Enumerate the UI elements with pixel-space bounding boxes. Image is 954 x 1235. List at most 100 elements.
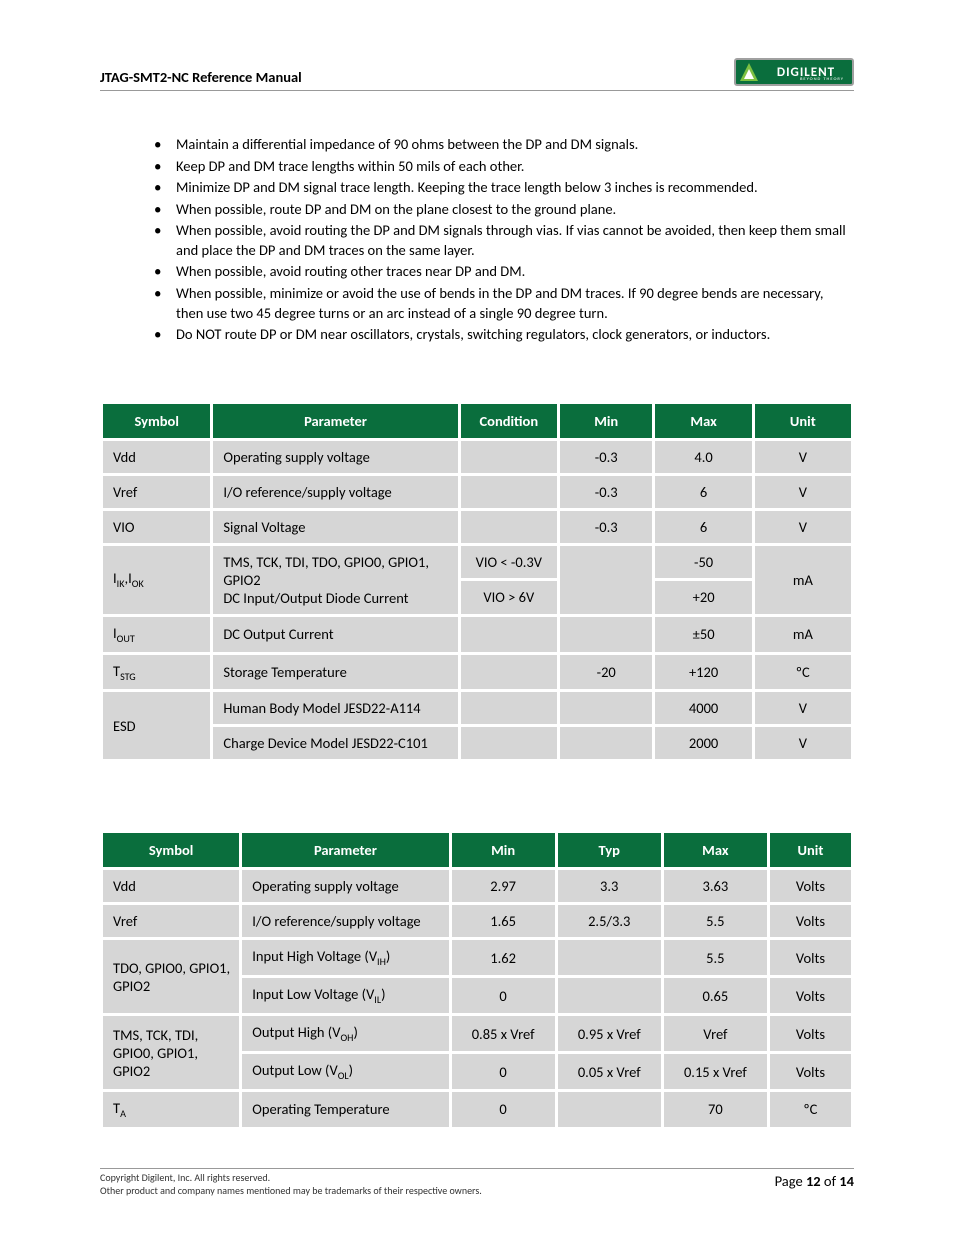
cell-cond — [461, 441, 557, 473]
table-row: TDO, GPIO0, GPIO1, GPIO2 Input High Volt… — [103, 940, 851, 975]
list-item: Do NOT route DP or DM near oscillators, … — [154, 325, 854, 345]
cell-param: Signal Voltage — [213, 511, 457, 543]
logo-triangle-icon — [740, 63, 758, 81]
cell-unit: Volts — [770, 1054, 851, 1089]
cell-symbol: IOUT — [103, 617, 210, 652]
cell-cond — [461, 655, 557, 690]
cell-unit: Volts — [770, 870, 851, 902]
cell-typ — [558, 978, 661, 1013]
cell-min: 0.85 x Vref — [452, 1016, 555, 1051]
cell-unit: V — [755, 511, 851, 543]
cell-cond: VIO > 6V — [461, 581, 557, 614]
col-header: Min — [452, 833, 555, 867]
cell-param: DC Output Current — [213, 617, 457, 652]
cell-max: 5.5 — [664, 940, 767, 975]
cell-cond: VIO < -0.3V — [461, 546, 557, 579]
cell-max: -50 — [655, 546, 751, 579]
cell-min — [560, 617, 653, 652]
cell-max: +120 — [655, 655, 751, 690]
cell-unit: V — [755, 727, 851, 759]
cell-unit: mA — [755, 617, 851, 652]
copyright: Copyright Digilent, Inc. All rights rese… — [100, 1172, 482, 1185]
cell-param: Charge Device Model JESD22-C101 — [213, 727, 457, 759]
cell-max: 6 — [655, 476, 751, 508]
cell-param: I/O reference/supply voltage — [242, 905, 448, 937]
cell-min: -20 — [560, 655, 653, 690]
cell-typ — [558, 940, 661, 975]
cell-symbol: Vref — [103, 905, 239, 937]
list-item: Keep DP and DM trace lengths within 50 m… — [154, 157, 854, 177]
logo-subtext: BEYOND THEORY — [800, 77, 844, 82]
cell-min: -0.3 — [560, 476, 653, 508]
cell-max: 4000 — [655, 692, 751, 724]
cell-symbol: VIO — [103, 511, 210, 543]
cell-min: 0 — [452, 1092, 555, 1127]
cell-symbol: TA — [103, 1092, 239, 1127]
cell-min: -0.3 — [560, 441, 653, 473]
cell-max: 0.65 — [664, 978, 767, 1013]
cell-param: TMS, TCK, TDI, TDO, GPIO0, GPIO1, GPIO2D… — [213, 546, 457, 614]
cell-min — [560, 546, 653, 614]
cell-max: +20 — [655, 581, 751, 614]
cell-unit: Volts — [770, 978, 851, 1013]
page-footer: Copyright Digilent, Inc. All rights rese… — [100, 1168, 854, 1197]
page-header: JTAG-SMT2-NC Reference Manual DIGILENT B… — [100, 58, 854, 91]
cell-max: ±50 — [655, 617, 751, 652]
list-item: When possible, avoid routing the DP and … — [154, 221, 854, 260]
cell-min: 0 — [452, 978, 555, 1013]
document-title: JTAG-SMT2-NC Reference Manual — [100, 68, 302, 86]
table-row: IOUT DC Output Current ±50 mA — [103, 617, 851, 652]
cell-unit: ºC — [770, 1092, 851, 1127]
cell-typ: 3.3 — [558, 870, 661, 902]
cell-cond — [461, 727, 557, 759]
cell-param: Storage Temperature — [213, 655, 457, 690]
cell-unit: V — [755, 692, 851, 724]
cell-min: 1.65 — [452, 905, 555, 937]
table-row: TA Operating Temperature 0 70 ºC — [103, 1092, 851, 1127]
list-item: When possible, route DP and DM on the pl… — [154, 200, 854, 220]
cell-unit: Volts — [770, 940, 851, 975]
cell-symbol: Vref — [103, 476, 210, 508]
guidelines-list: Maintain a differential impedance of 90 … — [154, 135, 854, 345]
table-row: TMS, TCK, TDI, GPIO0, GPIO1, GPIO2 Outpu… — [103, 1016, 851, 1051]
table-row: VIO Signal Voltage -0.3 6 V — [103, 511, 851, 543]
list-item: Minimize DP and DM signal trace length. … — [154, 178, 854, 198]
table-row: Vref I/O reference/supply voltage -0.3 6… — [103, 476, 851, 508]
cell-max: 5.5 — [664, 905, 767, 937]
col-header: Unit — [755, 404, 851, 438]
cell-max: 4.0 — [655, 441, 751, 473]
cell-max: 70 — [664, 1092, 767, 1127]
cell-unit: mA — [755, 546, 851, 614]
table-row: Vdd Operating supply voltage 2.97 3.3 3.… — [103, 870, 851, 902]
cell-cond — [461, 692, 557, 724]
cell-param: Output High (VOH) — [242, 1016, 448, 1051]
cell-unit: Volts — [770, 905, 851, 937]
cell-min — [560, 727, 653, 759]
table-row: IIK,IOK TMS, TCK, TDI, TDO, GPIO0, GPIO1… — [103, 546, 851, 579]
col-header: Min — [560, 404, 653, 438]
absolute-maximum-table: Symbol Parameter Condition Min Max Unit … — [100, 401, 854, 763]
col-header: Typ — [558, 833, 661, 867]
cell-max: 6 — [655, 511, 751, 543]
table-row: Charge Device Model JESD22-C101 2000 V — [103, 727, 851, 759]
col-header: Parameter — [242, 833, 448, 867]
cell-symbol: TDO, GPIO0, GPIO1, GPIO2 — [103, 940, 239, 1013]
cell-symbol: ESD — [103, 692, 210, 759]
col-header: Symbol — [103, 404, 210, 438]
cell-unit: ºC — [755, 655, 851, 690]
operating-conditions-table: Symbol Parameter Min Typ Max Unit Vdd Op… — [100, 830, 854, 1129]
table-row: Vref I/O reference/supply voltage 1.65 2… — [103, 905, 851, 937]
footer-legal: Copyright Digilent, Inc. All rights rese… — [100, 1172, 482, 1197]
cell-param: I/O reference/supply voltage — [213, 476, 457, 508]
cell-symbol: Vdd — [103, 441, 210, 473]
cell-min: 2.97 — [452, 870, 555, 902]
cell-cond — [461, 476, 557, 508]
cell-unit: V — [755, 441, 851, 473]
col-header: Unit — [770, 833, 851, 867]
cell-cond — [461, 617, 557, 652]
cell-max: 0.15 x Vref — [664, 1054, 767, 1089]
table-row: ESD Human Body Model JESD22-A114 4000 V — [103, 692, 851, 724]
cell-param: Input Low Voltage (VIL) — [242, 978, 448, 1013]
cell-max: 2000 — [655, 727, 751, 759]
table-row: Vdd Operating supply voltage -0.3 4.0 V — [103, 441, 851, 473]
